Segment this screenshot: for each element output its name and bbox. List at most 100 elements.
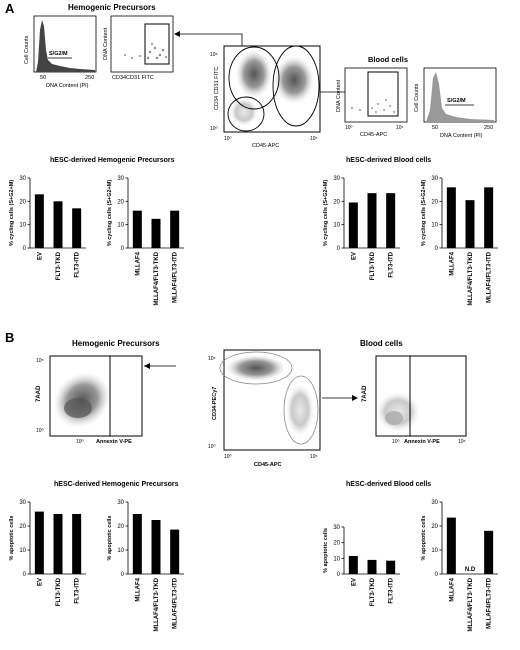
panel-a-letter: A (5, 1, 15, 16)
y-tick-label: 0 (121, 572, 125, 578)
category-label: MLLAF4/FLT3-ITD (487, 577, 493, 629)
bar (132, 514, 142, 574)
x-axis-label: Annexin V-PE (96, 439, 132, 445)
tick-label: 10⁵ (310, 454, 318, 460)
y-axis-label: % cycling cells (S+G2+M) (9, 180, 15, 247)
x-axis-label: Annexin V-PE (404, 439, 440, 445)
y-tick-label: 0 (23, 246, 27, 252)
panel-b-letter: B (5, 330, 14, 345)
x-axis-label: DNA Content (PI) (46, 83, 89, 89)
y-axis-label: DNA Content (103, 27, 109, 60)
x-axis-label: DNA Content (PI) (440, 133, 483, 139)
annexin-plot-hemogenic: 7AAD 10⁵ 10⁰ 10⁰ Annexin V-PE (36, 355, 176, 445)
bar (348, 555, 358, 574)
tick-label: 10⁰ (76, 439, 84, 445)
bar (170, 210, 180, 248)
bar (53, 514, 63, 574)
y-tick-label: 30 (333, 525, 340, 531)
y-tick-label: 0 (121, 246, 125, 252)
x-axis-label: CD34CD31 FITC (112, 75, 154, 81)
y-tick-label: 20 (117, 524, 124, 530)
y-tick-label: 30 (431, 500, 438, 506)
y-tick-label: 30 (19, 500, 26, 506)
panel-a-blood-title: Blood cells (368, 55, 408, 64)
y-axis-label: 7AAD (36, 385, 42, 402)
y-tick-label: 10 (431, 548, 438, 554)
bar-annotation: N.D (465, 567, 476, 573)
bar (367, 559, 377, 574)
category-label: EV (37, 578, 43, 586)
y-axis-label: % apoptotic cells (9, 516, 15, 561)
category-label: FLT3-TKD (370, 577, 376, 606)
bar (34, 194, 44, 248)
y-axis-label: Cell Counts (414, 83, 420, 112)
bar (151, 218, 161, 248)
category-label: MLLAF4/FLT3-TKD (468, 251, 474, 305)
bar (72, 208, 82, 248)
category-label: MLLAF4/FLT3-ITD (173, 251, 179, 303)
category-label: FLT3-ITD (75, 577, 81, 603)
bar-chart-a-blood-flt3: 0 10 20 30 % cycling cells (S+G2+M) EV FLT3-TK… (323, 176, 400, 280)
bar-chart-a-hemo-flt3: 0 10 20 30 % cycling cells (S+G2+M) EV FLT3-TK… (9, 176, 86, 280)
panel-b-hemogenic-title: Hemogenic Precursors (72, 339, 160, 348)
bar (446, 187, 456, 248)
bar-chart-b-hemo-flt3: 0 10 20 30 % apoptotic cells EV FLT3-TKD FLT3-I… (9, 500, 86, 606)
category-label: MLLAF4/FLT3-ITD (173, 577, 179, 629)
tick-label: 10⁵ (396, 125, 404, 131)
y-tick-label: 10 (117, 548, 124, 554)
y-tick-label: 20 (431, 524, 438, 530)
y-tick-label: 20 (431, 199, 438, 205)
tick-label: 10⁰ (345, 125, 353, 131)
category-label: FLT3-ITD (389, 577, 395, 603)
y-tick-label: 10 (431, 223, 438, 229)
category-label: MLLAF4/FLT3-TKD (154, 577, 160, 631)
gate-label: S/G2/M (49, 51, 68, 57)
y-axis-label: CD34 CD31 FITC (214, 67, 220, 110)
tick-label: 10⁶ (458, 439, 466, 445)
tick-label: 10⁰ (208, 444, 216, 450)
y-tick-label: 30 (117, 176, 124, 182)
bar-chart-b-blood-flt3: 0 10 20 30 % apoptotic cells EV FLT3-TKD FLT3-I… (323, 525, 400, 606)
annexin-plot-blood: 7AAD 10⁰ Annexin V-PE 10⁶ (362, 355, 467, 445)
category-label: FLT3-ITD (75, 251, 81, 277)
tick-label: 10⁰ (210, 126, 218, 132)
bar-chart-b-hemo-mllaf4: 0 10 20 30 % apoptotic cells MLLAF4 MLLAF4/FLT… (107, 500, 184, 632)
panel-a-hemo-section-title: hESC-derived Hemogenic Precursors (50, 157, 175, 164)
category-label: MLLAF4 (449, 577, 455, 601)
y-axis-label: % cycling cells (S+G2+M) (421, 180, 427, 247)
bar (34, 511, 44, 574)
bar (386, 193, 396, 248)
panel-a-hemogenic-title: Hemogenic Precursors (68, 3, 156, 12)
bar (465, 200, 475, 248)
category-label: MLLAF4/FLT3-TKD (154, 251, 160, 305)
y-tick-label: 10 (333, 223, 340, 229)
tick-label: 10⁰ (392, 439, 400, 445)
bar-chart-a-blood-mllaf4: 0 10 20 30 % cycling cells (S+G2+M) MLLAF4 MLL… (421, 176, 498, 306)
tick-label: 50 (40, 75, 46, 81)
y-tick-label: 30 (19, 176, 26, 182)
y-tick-label: 30 (431, 176, 438, 182)
y-axis-label: % apoptotic cells (107, 516, 113, 561)
bar (132, 210, 142, 248)
center-flow-plot-a: CD34 CD31 FITC 10⁵ 10⁰ 10⁰ 10⁵ CD45-APC (174, 31, 368, 149)
tick-label: 10⁵ (36, 358, 44, 364)
y-axis-label: % cycling cells (S+G2+M) (323, 180, 329, 247)
bar (386, 560, 396, 574)
tick-label: 250 (85, 75, 94, 81)
bar (348, 202, 358, 248)
category-label: FLT3-TKD (370, 251, 376, 280)
category-label: MLLAF4/FLT3-TKD (468, 577, 474, 631)
y-axis-label: % apoptotic cells (323, 528, 329, 573)
category-label: MLLAF4 (449, 251, 455, 275)
bar (484, 187, 494, 248)
y-axis-label: CD34-PECy7 (212, 387, 218, 420)
bar (53, 201, 63, 248)
y-tick-label: 10 (19, 548, 26, 554)
panel-a-blood-section-title: hESC-derived Blood cells (346, 157, 431, 164)
category-label: FLT3-TKD (56, 251, 62, 280)
panel-b-blood-title: Blood cells (360, 339, 403, 348)
y-tick-label: 10 (333, 556, 340, 562)
y-axis-label: % cycling cells (S+G2+M) (107, 180, 113, 247)
tick-label: 250 (484, 125, 493, 131)
tick-label: 10⁰ (224, 136, 232, 142)
